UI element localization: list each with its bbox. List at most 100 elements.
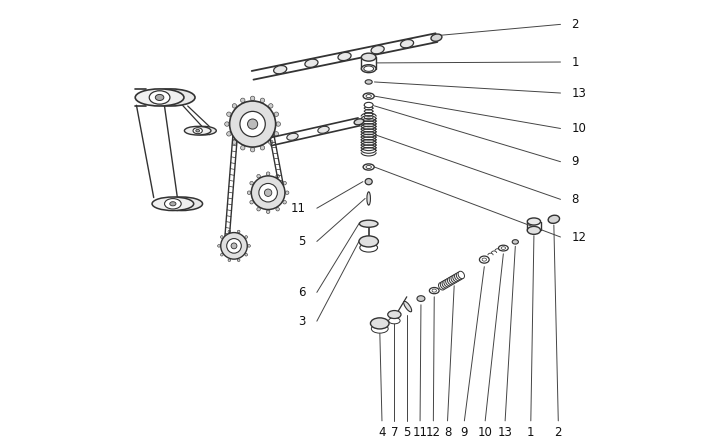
Circle shape: [250, 182, 253, 185]
Circle shape: [267, 172, 270, 175]
Text: 11: 11: [413, 426, 428, 439]
Circle shape: [233, 104, 237, 108]
Ellipse shape: [450, 276, 456, 284]
Text: 13: 13: [498, 426, 513, 439]
Circle shape: [220, 253, 223, 256]
Circle shape: [260, 98, 264, 102]
Circle shape: [227, 132, 231, 136]
Circle shape: [260, 146, 264, 150]
Ellipse shape: [169, 202, 176, 206]
Ellipse shape: [367, 192, 370, 205]
Circle shape: [233, 140, 237, 144]
Ellipse shape: [371, 46, 384, 54]
Ellipse shape: [403, 301, 412, 312]
Ellipse shape: [363, 164, 374, 170]
Ellipse shape: [164, 198, 182, 209]
Circle shape: [228, 230, 230, 233]
Ellipse shape: [446, 279, 452, 286]
Text: 1: 1: [527, 426, 535, 439]
Ellipse shape: [370, 318, 389, 329]
Text: 2: 2: [554, 426, 562, 439]
Circle shape: [259, 183, 277, 202]
Circle shape: [269, 140, 273, 144]
Ellipse shape: [366, 166, 372, 169]
Circle shape: [218, 245, 220, 247]
Circle shape: [245, 253, 247, 256]
Circle shape: [247, 119, 257, 129]
Circle shape: [276, 207, 279, 211]
Ellipse shape: [527, 218, 540, 225]
Circle shape: [228, 259, 230, 261]
Text: 11: 11: [291, 202, 306, 215]
Ellipse shape: [135, 89, 184, 106]
Text: 7: 7: [391, 426, 398, 439]
Text: 3: 3: [298, 315, 306, 328]
Ellipse shape: [501, 247, 506, 249]
Ellipse shape: [146, 89, 195, 106]
Ellipse shape: [512, 240, 518, 244]
Ellipse shape: [430, 288, 439, 294]
Ellipse shape: [442, 280, 449, 288]
Ellipse shape: [362, 53, 376, 61]
Ellipse shape: [190, 126, 216, 135]
Circle shape: [264, 189, 272, 196]
Ellipse shape: [193, 128, 202, 134]
Ellipse shape: [440, 281, 447, 289]
Ellipse shape: [388, 311, 401, 319]
Circle shape: [231, 243, 237, 249]
Ellipse shape: [438, 283, 445, 290]
Circle shape: [238, 230, 240, 233]
Ellipse shape: [372, 324, 388, 333]
Ellipse shape: [196, 129, 199, 132]
Circle shape: [240, 146, 245, 150]
Circle shape: [250, 201, 253, 204]
Ellipse shape: [498, 245, 508, 251]
Circle shape: [274, 112, 279, 117]
Ellipse shape: [152, 197, 194, 210]
Circle shape: [227, 238, 241, 253]
Circle shape: [240, 98, 245, 102]
Circle shape: [238, 259, 240, 261]
Ellipse shape: [432, 289, 437, 292]
Ellipse shape: [457, 272, 463, 280]
Ellipse shape: [365, 179, 372, 185]
Text: 9: 9: [461, 426, 468, 439]
Text: 1: 1: [571, 55, 579, 69]
Circle shape: [250, 96, 255, 101]
Text: 10: 10: [478, 426, 493, 439]
Ellipse shape: [318, 126, 329, 133]
Circle shape: [227, 112, 231, 117]
Ellipse shape: [482, 258, 486, 261]
Ellipse shape: [359, 243, 377, 252]
Ellipse shape: [365, 80, 372, 84]
Circle shape: [240, 111, 265, 137]
Circle shape: [269, 104, 273, 108]
Circle shape: [267, 210, 270, 214]
Ellipse shape: [184, 126, 211, 135]
Ellipse shape: [366, 95, 372, 98]
Circle shape: [250, 148, 255, 152]
Ellipse shape: [363, 93, 374, 99]
Ellipse shape: [305, 59, 318, 67]
Text: 6: 6: [298, 286, 306, 299]
Circle shape: [283, 182, 286, 185]
Text: 8: 8: [571, 193, 579, 206]
Circle shape: [247, 191, 251, 194]
Ellipse shape: [444, 280, 450, 287]
Text: 5: 5: [298, 235, 306, 248]
Text: 4: 4: [378, 426, 386, 439]
Circle shape: [286, 191, 289, 194]
Ellipse shape: [362, 65, 376, 73]
Circle shape: [276, 122, 281, 126]
Circle shape: [245, 236, 247, 238]
Ellipse shape: [548, 215, 559, 223]
Ellipse shape: [274, 66, 286, 74]
Ellipse shape: [389, 318, 400, 324]
Circle shape: [247, 245, 250, 247]
Circle shape: [274, 132, 279, 136]
Text: 12: 12: [571, 230, 586, 244]
Ellipse shape: [479, 256, 489, 263]
Ellipse shape: [527, 226, 540, 234]
Ellipse shape: [417, 296, 425, 302]
Ellipse shape: [458, 271, 464, 279]
